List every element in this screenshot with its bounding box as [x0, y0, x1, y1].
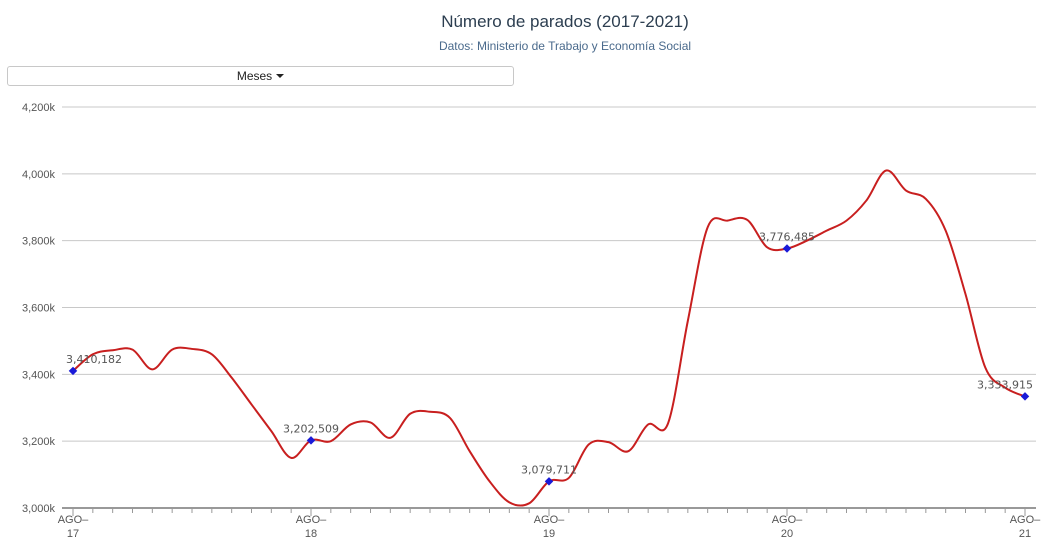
x-tick-label: 19 [543, 528, 555, 540]
x-tick-label: 21 [1019, 528, 1031, 540]
data-label: 3,410,182 [66, 353, 122, 366]
x-tick-label: AGO– [296, 514, 327, 526]
y-axis: 3,000k 3,200k 3,400k 3,600k 3,800k 4,000k 4,20… [22, 102, 56, 515]
y-tick-label: 4,000k [22, 169, 56, 181]
data-point-marker [306, 436, 316, 445]
x-tick-label: 17 [67, 528, 79, 540]
data-point-marker [68, 366, 78, 376]
period-dropdown[interactable]: Meses [7, 66, 514, 86]
chart-subtitle: Datos: Ministerio de Trabajo y Economía … [438, 39, 692, 53]
data-point-marker [1020, 392, 1030, 401]
data-point-marker [782, 244, 792, 253]
y-tick-label: 3,400k [22, 369, 56, 381]
y-tick-label: 3,200k [22, 436, 56, 448]
series-line [72, 169, 1026, 507]
data-labels: 3,410,182 3,202,509 3,079,711 3,776,485 3,33… [66, 231, 1033, 477]
y-tick-label: 3,800k [22, 236, 56, 248]
data-label: 3,333,915 [977, 378, 1033, 391]
y-tick-label: 3,000k [22, 503, 56, 515]
data-label: 3,079,711 [521, 463, 577, 476]
x-tick-label: 18 [305, 528, 317, 540]
chart-title: Número de parados (2017-2021) [441, 12, 689, 31]
y-tick-label: 3,600k [22, 303, 56, 315]
data-label: 3,776,485 [759, 231, 815, 244]
x-axis: AGO– 17 AGO– 18 AGO– 19 AGO– 20 AGO– 21 [58, 508, 1041, 540]
y-tick-label: 4,200k [22, 102, 56, 114]
period-dropdown-label: Meses [236, 69, 273, 83]
x-tick-label: AGO– [534, 514, 565, 526]
x-tick-label: AGO– [1010, 514, 1041, 526]
data-markers [68, 244, 1030, 486]
x-tick-label: AGO– [772, 514, 803, 526]
x-tick-label: 20 [781, 528, 793, 540]
grid-lines [62, 106, 1036, 509]
data-label: 3,202,509 [283, 422, 339, 435]
caret-down-icon [276, 74, 285, 78]
data-point-marker [544, 477, 554, 486]
series-line-group [72, 169, 1026, 507]
x-tick-label: AGO– [58, 514, 89, 526]
